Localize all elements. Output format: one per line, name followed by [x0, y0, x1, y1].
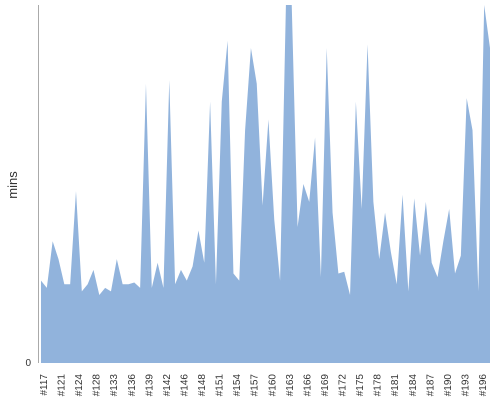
- x-tick-label: #196: [478, 374, 489, 397]
- x-tick-label: #121: [57, 374, 68, 397]
- x-tick-label: #154: [232, 374, 243, 397]
- x-tick-label: #187: [425, 374, 436, 397]
- x-tick-label: #193: [460, 374, 471, 397]
- x-tick-label: #148: [197, 374, 208, 397]
- x-tick-labels: #117 #121 #124 #128 #133 #136 #139 #142 #146 #148…: [39, 374, 489, 397]
- x-tick-label: #166: [302, 374, 313, 397]
- x-tick-label: #175: [355, 374, 366, 397]
- x-tick-label: #136: [127, 374, 138, 397]
- series-area: [41, 5, 490, 363]
- x-tick-label: #169: [320, 374, 331, 397]
- x-tick-label: #178: [373, 374, 384, 397]
- x-tick-label: #163: [285, 374, 296, 397]
- x-tick-label: #128: [92, 374, 103, 397]
- x-tick-label: #124: [74, 374, 85, 397]
- x-tick-label: #146: [180, 374, 191, 397]
- plot-area: [41, 5, 490, 363]
- x-tick-label: #142: [162, 374, 173, 397]
- x-tick-label: #139: [144, 374, 155, 397]
- y-axis-label: mins: [5, 171, 20, 199]
- x-tick-label: #117: [39, 374, 50, 396]
- x-tick-label: #184: [408, 374, 419, 397]
- x-tick-label: #157: [250, 374, 261, 397]
- x-tick-label: #160: [267, 374, 278, 397]
- x-tick-label: #133: [109, 374, 120, 397]
- y-tick-label-0: 0: [25, 358, 31, 369]
- x-tick-label: #181: [390, 374, 401, 397]
- x-tick-label: #151: [215, 374, 226, 397]
- x-tick-label: #190: [443, 374, 454, 397]
- x-tick-label: #172: [338, 374, 349, 397]
